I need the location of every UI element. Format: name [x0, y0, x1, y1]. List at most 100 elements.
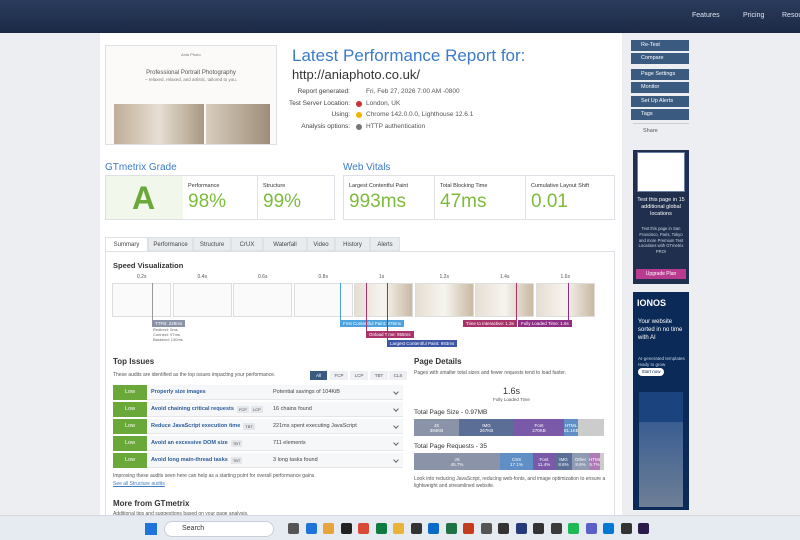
- taskbar-icon[interactable]: [585, 523, 597, 534]
- frame: [172, 283, 232, 317]
- promo-body: Test this page in San Francisco, Paris, …: [638, 226, 684, 255]
- grade-box: A: [105, 175, 335, 220]
- filter-button[interactable]: All: [310, 371, 327, 380]
- tab[interactable]: Summary: [105, 237, 148, 251]
- taskbar-icon[interactable]: [498, 523, 509, 534]
- expand-icon: [393, 389, 399, 395]
- taskbar-icon[interactable]: [288, 523, 299, 534]
- taskbar: Search: [0, 515, 800, 540]
- taskbar-icon[interactable]: [445, 523, 457, 534]
- tab[interactable]: Structure: [193, 237, 231, 251]
- time-label: 1.2s: [439, 274, 449, 280]
- time-label: 1s: [379, 274, 385, 280]
- segment-label: JS: [433, 423, 440, 428]
- timing-marker: Onload Time: 955ms: [366, 331, 414, 338]
- issue-name: Reduce JavaScript execution time: [151, 423, 241, 429]
- taskbar-icon[interactable]: [638, 523, 649, 534]
- start-button[interactable]: [145, 523, 157, 535]
- taskbar-icon[interactable]: [323, 523, 334, 534]
- vital-label: Cumulative Layout Shift: [531, 183, 590, 189]
- filter-button[interactable]: CLS: [389, 371, 407, 380]
- ad-headline: Your website sorted in no time with AI: [638, 319, 683, 341]
- issue-row[interactable]: Low Avoid chaining critical requests FCP LC…: [113, 402, 403, 417]
- metric-value: 99%: [263, 191, 302, 212]
- report-title: Latest Performance Report for:: [292, 46, 526, 65]
- sidebar-button[interactable]: Tags: [631, 109, 689, 120]
- impact-badge: Low: [113, 453, 147, 468]
- frame: [475, 283, 534, 317]
- req-heading: Total Page Requests - 35: [414, 443, 487, 450]
- share-button[interactable]: Share: [643, 128, 658, 134]
- request-segment: IMG 8.6%: [555, 453, 572, 470]
- loaded-value: 1.6s: [502, 386, 520, 396]
- taskbar-icon[interactable]: [358, 523, 369, 534]
- issue-row[interactable]: Low Reduce JavaScript execution time TBT 22…: [113, 419, 403, 434]
- time-label: 0.4s: [197, 274, 207, 280]
- sidebar-button[interactable]: Re-Test: [631, 40, 689, 51]
- sidebar-button[interactable]: Set Up Alerts: [631, 96, 689, 107]
- taskbar-icon[interactable]: [603, 523, 614, 534]
- issue-row[interactable]: Low Avoid an excessive DOM size TBT 711 ele…: [113, 436, 403, 451]
- sidebar-button[interactable]: Compare: [631, 53, 689, 64]
- structure-link[interactable]: See all Structure audits: [113, 481, 165, 487]
- taskbar-icon[interactable]: [428, 523, 439, 534]
- taskbar-icon[interactable]: [533, 523, 544, 534]
- divider: [633, 123, 689, 124]
- taskbar-icon[interactable]: [340, 523, 352, 534]
- taskbar-icon[interactable]: [375, 523, 387, 534]
- issue-row[interactable]: Low Properly size images Potential savings…: [113, 385, 403, 400]
- segment-label: CSS: [511, 457, 522, 462]
- nav-link[interactable]: Resources: [782, 12, 800, 19]
- section-heading: GTmetrix Grade: [105, 162, 177, 173]
- taskbar-icon[interactable]: [305, 523, 317, 534]
- thumb-heading: Professional Portrait Photography: [146, 70, 236, 76]
- taskbar-icon[interactable]: [480, 523, 492, 534]
- time-label: 0.6s: [258, 274, 268, 280]
- issue-row[interactable]: Low Avoid long main-thread tasks TBT 3 long…: [113, 453, 403, 468]
- search-box[interactable]: Search: [182, 525, 205, 532]
- taskbar-icon[interactable]: [550, 523, 562, 534]
- frame: [112, 283, 171, 317]
- nav-link[interactable]: Features: [692, 12, 720, 19]
- taskbar-icon[interactable]: [410, 523, 422, 534]
- taskbar-icon[interactable]: [463, 523, 474, 534]
- filter-button[interactable]: LCP: [350, 371, 368, 380]
- filter-button[interactable]: FCP: [330, 371, 348, 380]
- filter-button[interactable]: TBT: [370, 371, 388, 380]
- segment-value: 267KB: [479, 428, 494, 433]
- taskbar-icon[interactable]: [620, 523, 632, 534]
- vital-value: 47ms: [440, 191, 487, 212]
- taskbar-icon[interactable]: [515, 523, 527, 534]
- upgrade-button[interactable]: Upgrade Plan: [636, 269, 686, 279]
- taskbar-icon[interactable]: [393, 523, 404, 534]
- time-label: 0.2s: [137, 274, 147, 280]
- sidebar-button[interactable]: Page Settings: [631, 69, 689, 80]
- promo-box: Test this page in 15 additional global l…: [633, 150, 689, 284]
- tab[interactable]: CrUX: [231, 237, 263, 251]
- tab[interactable]: Video: [307, 237, 335, 251]
- detail-icon: [356, 123, 362, 130]
- taskbar-icon[interactable]: [568, 523, 579, 534]
- segment-label: IMG: [482, 423, 491, 428]
- tab[interactable]: History: [335, 237, 370, 251]
- nav-link[interactable]: Pricing: [743, 12, 765, 19]
- details-tip: Look into reducing JavaScript, reducing …: [414, 476, 606, 489]
- timing-marker: Largest Contentful Paint: 993ms: [387, 340, 458, 347]
- divider: [257, 176, 258, 219]
- segment-value: 394KB: [429, 428, 444, 433]
- issues-footer: Improving these audits seen here can hel…: [113, 473, 316, 479]
- detail-label: Report generated:: [297, 88, 350, 95]
- marker-line: [366, 283, 367, 331]
- sidebar-button[interactable]: Monitor: [631, 82, 689, 93]
- divider: [434, 176, 435, 219]
- segment-value: 45.7%: [450, 462, 464, 467]
- tab[interactable]: Performance: [148, 237, 193, 251]
- ad-brand: IONOS: [637, 298, 667, 308]
- tab[interactable]: Alerts: [370, 237, 400, 251]
- issue-result: 16 chains found: [273, 406, 312, 412]
- detail-label: Test Server Location:: [288, 99, 350, 107]
- size-segment: JS 394KB: [414, 419, 459, 436]
- ad-button[interactable]: Start now: [638, 368, 664, 376]
- tab[interactable]: Waterfall: [263, 237, 307, 251]
